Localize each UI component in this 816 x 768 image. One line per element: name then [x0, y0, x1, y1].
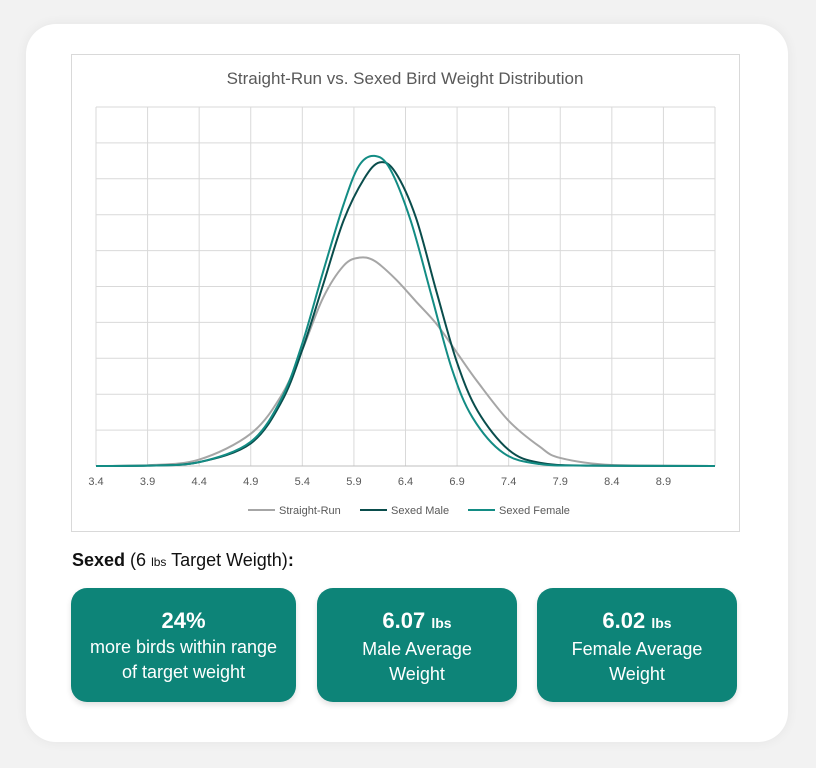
stat-description-line-2: Weight	[609, 664, 665, 684]
stat-value-wrap: 6.02 lbs	[537, 608, 737, 636]
x-tick-label: 5.4	[295, 476, 310, 488]
stat-value: 24%	[161, 608, 206, 633]
section-heading-open: (6	[125, 550, 152, 570]
stat-value: 6.02	[602, 608, 646, 633]
x-tick-label: 6.9	[449, 476, 464, 488]
stat-description-line-1: more birds within range	[89, 637, 278, 657]
x-tick-label: 4.4	[192, 476, 207, 488]
chart-frame: Straight-Run vs. Sexed Bird Weight Distr…	[71, 54, 740, 532]
x-axis: 3.4 3.9 4.4 4.9 5.4 5.9 6.4 6.9 7.4 7.9 8.4 8.9	[88, 465, 715, 488]
legend-label-sexed-female: Sexed Female	[499, 505, 570, 517]
x-tick-label: 3.9	[140, 476, 155, 488]
stat-card-male-average: 6.07 lbs Male Average Weight	[317, 588, 517, 702]
x-tick-label: 5.9	[346, 476, 361, 488]
stat-description-line-2: Weight	[389, 664, 445, 684]
section-heading-unit: lbs	[151, 555, 167, 569]
x-tick-label: 4.9	[243, 476, 258, 488]
chart-series	[95, 154, 716, 467]
x-tick-label: 8.9	[656, 476, 671, 488]
stat-card-range: 24% more birds within range of target we…	[71, 588, 296, 702]
stat-card-female-average: 6.02 lbs Female Average Weight	[537, 588, 737, 702]
series-line-sexed-female	[95, 154, 716, 467]
stat-value: 6.07	[382, 608, 426, 633]
stat-description-line-2: of target weight	[121, 662, 246, 682]
weight-distribution-chart: Straight-Run vs. Sexed Bird Weight Distr…	[88, 69, 716, 517]
x-tick-label: 8.4	[604, 476, 619, 488]
section-heading-rest: Target Weigth)	[166, 550, 288, 570]
chart-grid	[95, 106, 716, 467]
series-line-straight-run	[95, 256, 716, 467]
x-tick-label: 6.4	[398, 476, 413, 488]
stat-description-line-1: Female Average	[571, 639, 703, 659]
section-heading-bold: Sexed	[72, 550, 126, 570]
stat-value-wrap: 24%	[71, 608, 296, 634]
section-heading: Sexed (6 lbs Target Weigth):	[72, 550, 294, 571]
x-tick-label: 3.4	[88, 476, 103, 488]
series-line-sexed-male	[95, 161, 716, 467]
stat-unit: lbs	[651, 615, 672, 631]
chart-title: Straight-Run vs. Sexed Bird Weight Distr…	[227, 69, 584, 88]
chart-legend: Straight-Run Sexed Male Sexed Female	[248, 505, 570, 517]
legend-label-sexed-male: Sexed Male	[391, 505, 449, 517]
stat-value-wrap: 6.07 lbs	[317, 608, 517, 636]
legend-label-straight-run: Straight-Run	[279, 505, 341, 517]
stat-description-line-1: Male Average	[362, 639, 472, 659]
section-heading-colon: :	[287, 550, 294, 570]
x-tick-label: 7.4	[501, 476, 516, 488]
x-tick-label: 7.9	[553, 476, 568, 488]
stat-unit: lbs	[431, 615, 452, 631]
